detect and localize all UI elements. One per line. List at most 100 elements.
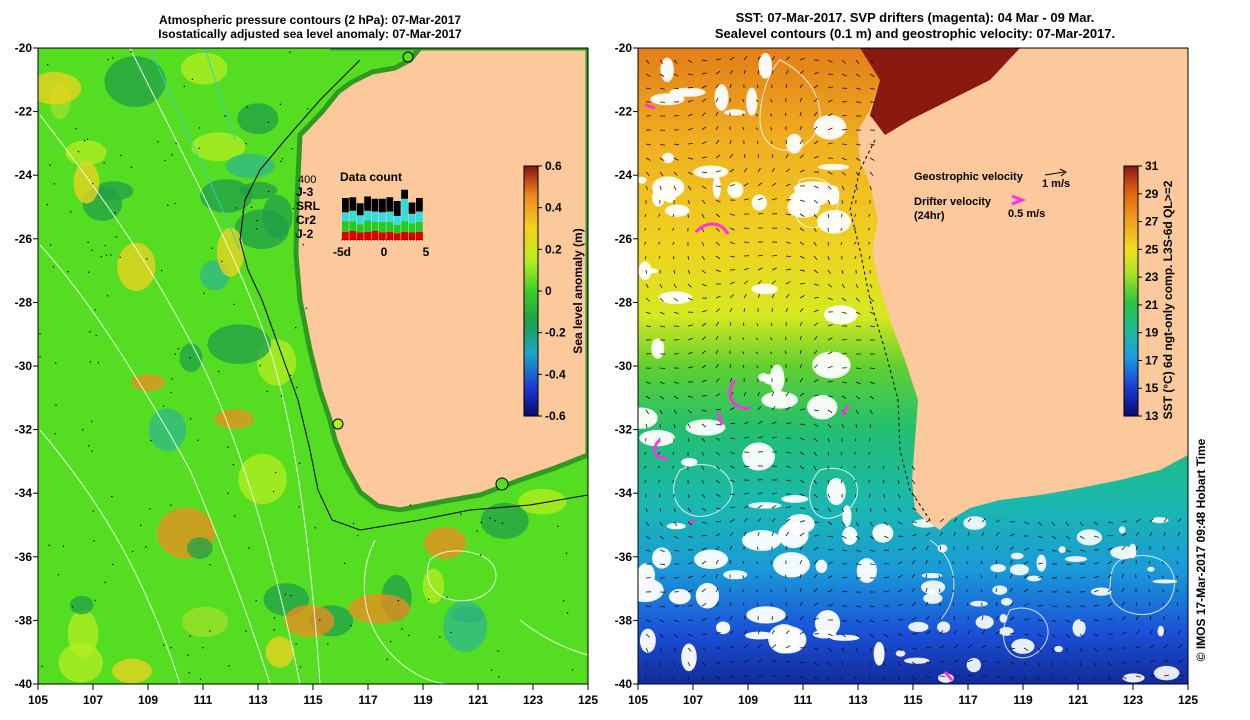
geostrophic-arrow [827,507,832,512]
sla-patch [237,103,279,135]
geostrophic-arrow [645,535,651,540]
cloud-patch [744,631,775,640]
geostrophic-arrow [911,533,917,537]
geostrophic-arrow [785,675,792,678]
geostrophic-arrow [784,112,787,117]
geostrophic-arrow [785,518,791,523]
left-y-tick-label: -20 [15,41,33,55]
geostrophic-arrow [742,575,745,579]
sla-track-dot [428,598,430,601]
geostrophic-arrow [1121,573,1125,579]
sla-track-dot [188,672,190,674]
geostrophic-arrow [799,392,805,397]
geostrophic-arrow [813,423,819,427]
cloud-patch [768,624,800,654]
geostrophic-arrow [770,322,773,327]
geostrophic-arrow [1079,549,1085,552]
geostrophic-arrow [742,127,745,131]
geostrophic-arrow [1093,521,1099,526]
data-count-bar-j2 [386,231,394,240]
left-y-tick-label: -22 [15,105,33,119]
sst-colorbar-ramp [1123,165,1139,417]
geostrophic-arrow [813,588,818,593]
geostrophic-arrow [911,573,916,579]
geostrophic-arrow [841,114,847,117]
mission-legend-label: J-3 [296,185,314,199]
cloud-patch [975,615,994,629]
geostrophic-arrow [715,363,719,369]
geostrophic-arrow [687,100,693,103]
sla-track-dot [290,374,292,377]
sla-track-dot [497,676,500,678]
cloud-patch [724,109,746,116]
cloud-patch [758,52,773,79]
geostrophic-arrow [827,604,833,607]
geostrophic-arrow [1121,661,1127,665]
geostrophic-arrow [757,504,763,509]
geostrophic-arrow [897,507,902,512]
geostrophic-arrow [883,521,888,526]
geostrophic-arrow [729,519,735,523]
geostrophic-arrow [925,646,931,649]
geostrophic-arrow [715,631,721,635]
geostrophic-arrow [911,632,918,635]
cloud-patch [1090,587,1112,596]
geostrophic-arrow [1051,633,1056,638]
geostrophic-arrow [827,337,833,341]
geostrophic-arrow [687,269,691,275]
cloud-patch [748,502,782,509]
geostrophic-arrow [855,381,861,385]
sla-track-dot [189,635,191,637]
geostrophic-arrow [841,199,843,204]
cloud-patch [937,621,951,633]
geostrophic-arrow [715,241,720,246]
geostrophic-arrow [715,587,719,593]
geostrophic-arrow [813,479,817,485]
geostrophic-arrow [729,615,733,621]
geostrophic-arrow [799,661,805,664]
geostrophic-arrow [799,308,804,313]
sla-track-dot [86,138,89,140]
geostrophic-arrow [854,213,857,217]
geostrophic-arrow [813,379,819,383]
sla-track-dot [39,356,41,358]
geostrophic-arrow [883,535,889,539]
geostrophic-arrow [841,171,846,176]
sla-patch [480,502,529,539]
geostrophic-arrow [687,337,693,341]
geostrophic-arrow [701,560,707,565]
geostrophic-arrow [1023,603,1029,607]
sla-patch [186,537,213,560]
cloud-patch [807,395,838,420]
data-count-bar-srl [408,213,416,224]
geostrophic-arrow [785,268,792,271]
geostrophic-arrow [953,518,958,523]
geostrophic-arrow [939,546,942,551]
geostrophic-arrow [799,587,802,593]
data-count-bar-j2 [408,232,416,240]
geostrophic-arrow [743,644,749,649]
sla-track-dot [273,629,275,631]
geostrophic-arrow [701,465,705,471]
geostrophic-arrow [645,633,650,638]
geostrophic-arrow [659,171,664,176]
geostrophic-arrow [659,605,665,608]
cloud-patch [873,641,885,666]
cloud-patch [815,559,828,573]
geostrophic-arrow [757,659,763,663]
geostrophic-arrow [813,560,818,565]
geostrophic-arrow [1064,675,1067,679]
geostrophic-arrow [1121,587,1125,593]
right-y-axis: -20 -22 -24 -26 -28 -30 -32 -34 -36 -38 -40 [615,41,638,691]
sla-track-dot [53,183,56,185]
cloud-patch [681,643,697,672]
geostrophic-arrow [813,98,818,103]
geostrophic-arrow [673,521,678,526]
geostrophic-arrow [672,479,675,483]
cloud-patch [812,351,851,379]
geostrophic-arrow [841,101,848,103]
geostrophic-arrow [827,493,831,499]
geostrophic-arrow [757,197,763,201]
geostrophic-arrow [938,574,941,579]
